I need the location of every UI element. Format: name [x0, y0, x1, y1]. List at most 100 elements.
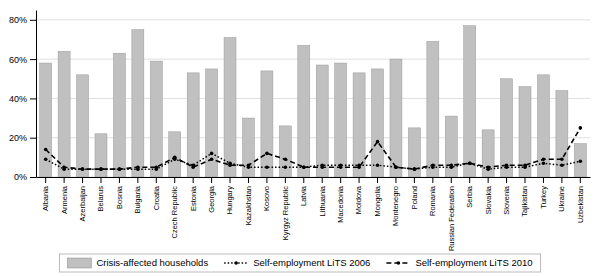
tick-label: Montenegro	[391, 186, 400, 226]
tick: Hungary	[225, 177, 234, 214]
bar	[150, 61, 162, 177]
tick: Kyrgyz Republic	[281, 177, 290, 240]
marker	[62, 165, 66, 169]
tick-label: Azerbaijan	[78, 186, 87, 221]
bar	[408, 128, 420, 177]
tick-mark	[45, 177, 46, 183]
tick: 80%	[9, 15, 36, 25]
marker	[413, 167, 417, 171]
tick-label: Kosovo	[262, 186, 271, 211]
tick-label: Lithuania	[318, 185, 327, 216]
marker	[542, 161, 546, 165]
tick: Croatia	[152, 177, 161, 210]
marker	[357, 165, 361, 169]
tick-label: Romania	[428, 185, 437, 216]
tick: Mongolia	[373, 177, 382, 216]
tick-label: Slovenia	[502, 185, 511, 215]
tick-mark	[82, 177, 83, 183]
tick-mark	[451, 177, 452, 183]
grid-line	[36, 19, 590, 20]
tick-mark	[285, 177, 286, 183]
tick-mark	[64, 177, 65, 183]
tick: Armenia	[60, 177, 69, 214]
tick: Bulgaria	[133, 177, 142, 214]
tick: Romania	[428, 177, 437, 216]
tick: Kazakhstan	[244, 177, 253, 225]
marker	[265, 165, 269, 169]
bar	[335, 63, 347, 177]
x-axis: AlbaniaArmeniaAzerbaijanBelarusBosniaBul…	[37, 177, 591, 251]
marker	[560, 158, 564, 162]
tick-mark	[137, 177, 138, 183]
tick: Ukraine	[557, 177, 566, 212]
y-axis: 0%20%40%60%80%	[9, 11, 37, 183]
tick-mark	[174, 177, 175, 183]
tick-label: Kyrgyz Republic	[281, 186, 290, 240]
legend-marker	[397, 261, 401, 265]
tick: Macedonia	[336, 177, 345, 223]
tick: Georgia	[207, 177, 216, 213]
marker	[302, 165, 306, 169]
marker	[339, 165, 343, 169]
tick-mark	[230, 177, 231, 183]
tick: Czech Republic	[170, 177, 179, 239]
tick: Montenegro	[391, 177, 400, 226]
tick-mark	[119, 177, 120, 183]
bar	[279, 126, 291, 177]
tick-mark	[30, 138, 36, 139]
marker	[44, 158, 48, 162]
legend-item: Crisis-affected households	[67, 257, 208, 268]
markers	[44, 152, 582, 171]
tick-label: Russian Federation	[447, 186, 456, 251]
tick: 60%	[9, 54, 36, 64]
tick: Azerbaijan	[78, 177, 87, 221]
legend-item: Self-employment LiTS 2006	[224, 257, 370, 268]
bar	[501, 79, 513, 177]
marker	[579, 126, 583, 130]
marker	[449, 163, 453, 167]
marker	[118, 167, 122, 171]
tick-mark	[322, 177, 323, 183]
marker	[523, 163, 527, 167]
tick: Latvia	[299, 177, 308, 206]
tick-label: 20%	[9, 133, 27, 143]
tick-label: Latvia	[299, 185, 308, 206]
tick-label: Serbia	[465, 185, 474, 208]
marker	[118, 167, 122, 171]
tick: 40%	[9, 94, 36, 104]
bar	[390, 59, 402, 177]
tick-mark	[30, 177, 36, 178]
tick-mark	[469, 177, 470, 183]
marker	[284, 158, 288, 162]
marker	[468, 161, 472, 165]
bar	[169, 132, 181, 177]
tick-mark	[340, 177, 341, 183]
grid	[36, 20, 590, 177]
tick: Lithuania	[318, 177, 327, 216]
legend-item: Self-employment LiTS 2010	[386, 257, 532, 268]
marker	[284, 165, 288, 169]
bar	[353, 73, 365, 177]
legend-swatch	[67, 258, 91, 268]
tick: Russian Federation	[447, 177, 456, 251]
tick: Tajikistan	[520, 177, 529, 217]
legend-label: Self-employment LiTS 2006	[253, 257, 370, 268]
tick: Turkey	[539, 177, 548, 209]
tick-label: Armenia	[60, 185, 69, 214]
tick: Estonia	[189, 177, 198, 211]
chart: 0%20%40%60%80%AlbaniaArmeniaAzerbaijanBe…	[0, 0, 600, 277]
legend-frame	[59, 254, 540, 272]
tick-mark	[432, 177, 433, 183]
tick-mark	[30, 98, 36, 99]
tick-mark	[266, 177, 267, 183]
legend-label: Self-employment LiTS 2010	[415, 257, 532, 268]
marker	[394, 165, 398, 169]
tick-label: 80%	[9, 15, 27, 25]
marker	[136, 165, 140, 169]
tick-mark	[414, 177, 415, 183]
marker	[173, 156, 177, 160]
tick: Slovenia	[502, 177, 511, 215]
bar	[224, 38, 236, 177]
legend-marker	[234, 261, 238, 265]
axis-line	[36, 11, 37, 178]
